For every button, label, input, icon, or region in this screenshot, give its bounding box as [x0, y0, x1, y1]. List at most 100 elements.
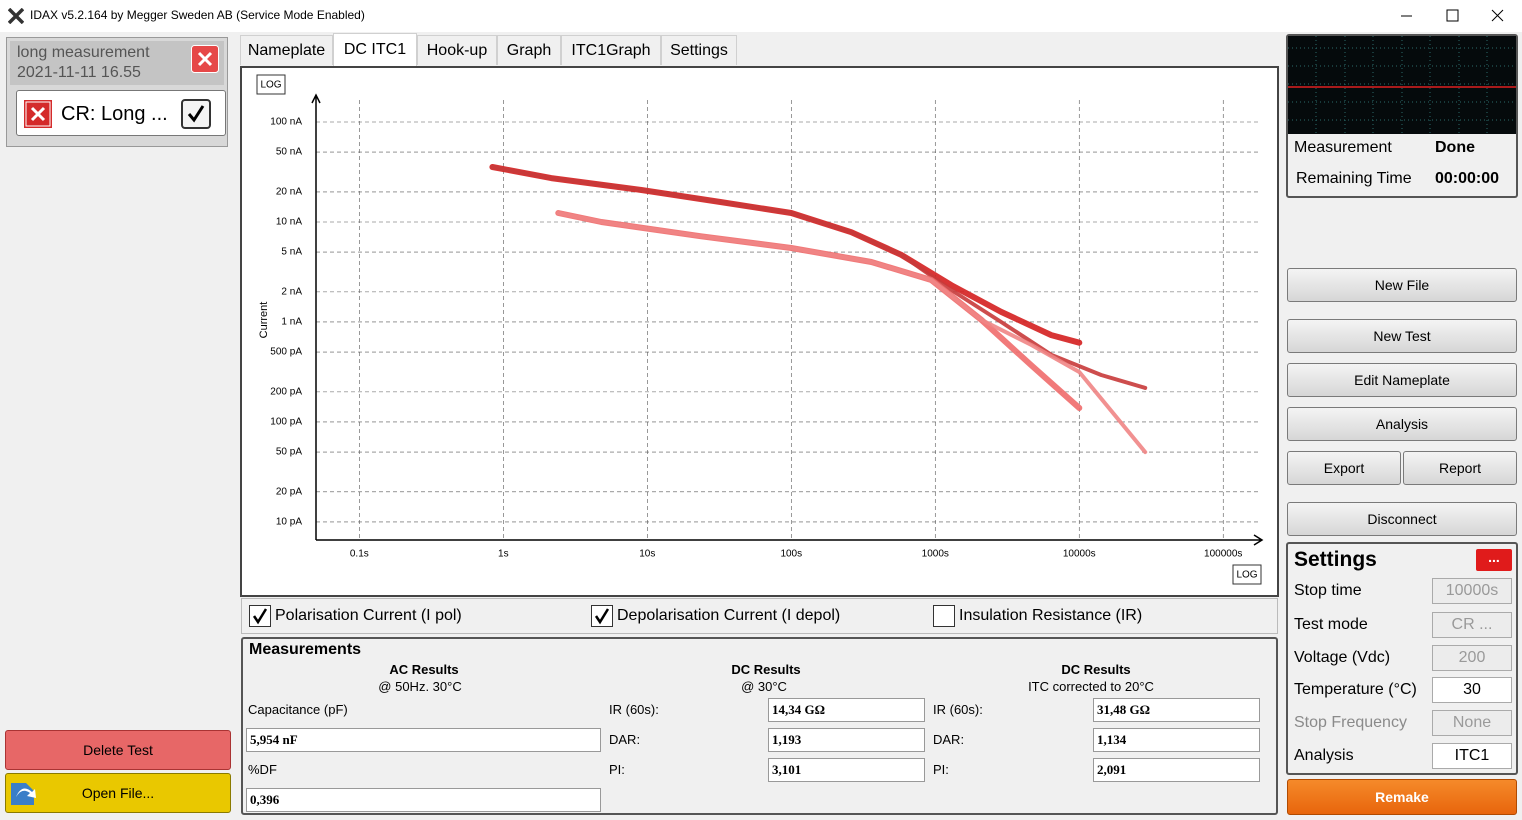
checkbox-label[interactable]: Insulation Resistance (IR)	[959, 607, 1143, 624]
disconnect-button[interactable]: Disconnect	[1287, 502, 1517, 536]
y-tick-label: 200 pA	[270, 387, 302, 398]
setting-value: 200	[1432, 645, 1512, 671]
close-session[interactable]	[191, 45, 219, 73]
open-file-button[interactable]: Open File...	[5, 773, 231, 813]
setting-label: Analysis	[1294, 747, 1354, 764]
y-tick-label: 500 pA	[270, 347, 302, 358]
scope-display	[1288, 36, 1516, 134]
x-scale-label[interactable]: LOG	[1236, 570, 1257, 581]
session-name: long measurement	[17, 44, 150, 61]
data-line	[556, 211, 1148, 455]
setting-value: 10000s	[1432, 578, 1512, 604]
y-tick-label: 1 nA	[281, 317, 302, 328]
test-check[interactable]	[181, 99, 211, 129]
x-tick-label: 1s	[498, 549, 509, 560]
field-value: 1,193	[768, 728, 925, 752]
analysis-button[interactable]: Analysis	[1287, 407, 1517, 441]
new-file-button[interactable]: New File	[1287, 268, 1517, 302]
window-title: IDAX v5.2.164 by Megger Sweden AB (Servi…	[30, 8, 365, 22]
section-title: DC Results	[1061, 662, 1131, 677]
y-axis-label: Current	[258, 302, 270, 339]
data-line	[490, 165, 1148, 390]
chart-frame	[240, 66, 1279, 597]
y-axis	[311, 93, 321, 540]
y-scale-label[interactable]: LOG	[260, 80, 281, 91]
report-button[interactable]: Report	[1403, 451, 1517, 485]
x-tick-label: 10s	[639, 549, 655, 560]
y-tick-label: 100 pA	[270, 417, 302, 428]
setting-value: None	[1432, 710, 1512, 736]
settings-title: Settings	[1294, 548, 1377, 571]
tab[interactable]: Settings	[661, 35, 737, 65]
field-label: PI:	[933, 762, 949, 777]
y-tick-label: 50 pA	[276, 447, 302, 458]
field-label: IR (60s):	[933, 702, 983, 717]
log-toggle[interactable]	[1232, 564, 1262, 585]
field-label: DAR:	[933, 732, 965, 747]
setting-label: Temperature (°C)	[1294, 681, 1417, 698]
app-icon	[8, 8, 24, 24]
x-tick-label: 1000s	[922, 549, 949, 560]
field-label: %DF	[248, 762, 277, 777]
x-tick-label: 100000s	[1204, 549, 1242, 560]
status-label: Remaining Time	[1296, 170, 1412, 187]
setting-label: Stop Frequency	[1294, 714, 1407, 731]
open-file-icon	[11, 783, 36, 805]
export-button[interactable]: Export	[1287, 451, 1401, 485]
setting-value[interactable]: 30	[1432, 677, 1512, 703]
tab[interactable]: Hook-up	[417, 35, 497, 65]
new-test-button[interactable]: New Test	[1287, 319, 1517, 353]
checkbox[interactable]	[933, 605, 955, 627]
tab[interactable]: DC ITC1	[333, 33, 417, 66]
chart: LOG LOG Current 100 nA 50 nA 20 nA 10 nA 5 n…	[256, 74, 1264, 585]
checkbox-label[interactable]: Polarisation Current (I pol)	[275, 607, 462, 624]
x-tick-label: 0.1s	[350, 549, 369, 560]
field-value: 31,48 GΩ	[1093, 698, 1260, 722]
setting-value[interactable]: ITC1	[1432, 743, 1512, 769]
field-label: PI:	[609, 762, 625, 777]
y-tick-label: 20 pA	[276, 486, 302, 497]
y-tick-label: 10 nA	[276, 217, 302, 228]
field-value: 1,134	[1093, 728, 1260, 752]
edit-nameplate-button[interactable]: Edit Nameplate	[1287, 363, 1517, 397]
checkbox-label[interactable]: Depolarisation Current (I depol)	[617, 607, 841, 624]
tab[interactable]: Graph	[497, 35, 561, 65]
y-tick-label: 100 nA	[270, 117, 302, 128]
y-tick-label: 2 nA	[281, 287, 302, 298]
field-label: DAR:	[609, 732, 641, 747]
x-axis	[316, 534, 1264, 546]
measurements-panel	[241, 637, 1278, 815]
section-title: AC Results	[389, 662, 459, 677]
status-value: 00:00:00	[1435, 170, 1500, 187]
settings-panel	[1286, 542, 1518, 775]
delete-test-button[interactable]: Delete Test	[5, 730, 231, 770]
title-bar	[0, 0, 1522, 32]
section-title: DC Results	[731, 662, 801, 677]
checkbox[interactable]	[591, 605, 613, 627]
field-label: Capacitance (pF)	[248, 702, 348, 717]
status-value: Done	[1435, 139, 1475, 156]
tab[interactable]: ITC1Graph	[561, 35, 661, 65]
x-tick-label: 100s	[780, 549, 802, 560]
setting-label: Voltage (Vdc)	[1294, 649, 1391, 666]
x-tick-label: 10000s	[1063, 549, 1096, 560]
y-tick-label: 50 nA	[276, 147, 302, 158]
test-name: CR: Long ...	[61, 103, 168, 125]
section-subtitle: ITC corrected to 20°C	[1028, 679, 1154, 694]
window-controls[interactable]	[1395, 6, 1515, 26]
field-value: 0,396	[246, 788, 601, 812]
field-value: 2,091	[1093, 758, 1260, 782]
status-label: Measurement	[1294, 139, 1392, 156]
field-value: 3,101	[768, 758, 925, 782]
field-value: 5,954 nF	[246, 728, 601, 752]
log-toggle[interactable]	[256, 74, 286, 95]
session-header	[10, 41, 224, 85]
section-subtitle: @ 50Hz. 30°C	[378, 679, 462, 694]
remake-button[interactable]: Remake	[1287, 779, 1517, 815]
test-delete-icon[interactable]	[24, 100, 52, 128]
measurements-title: Measurements	[249, 641, 362, 658]
y-tick-label: 10 pA	[276, 517, 302, 528]
checkbox[interactable]	[249, 605, 271, 627]
tab[interactable]: Nameplate	[240, 35, 333, 65]
settings-menu-button[interactable]: ...	[1476, 549, 1512, 571]
